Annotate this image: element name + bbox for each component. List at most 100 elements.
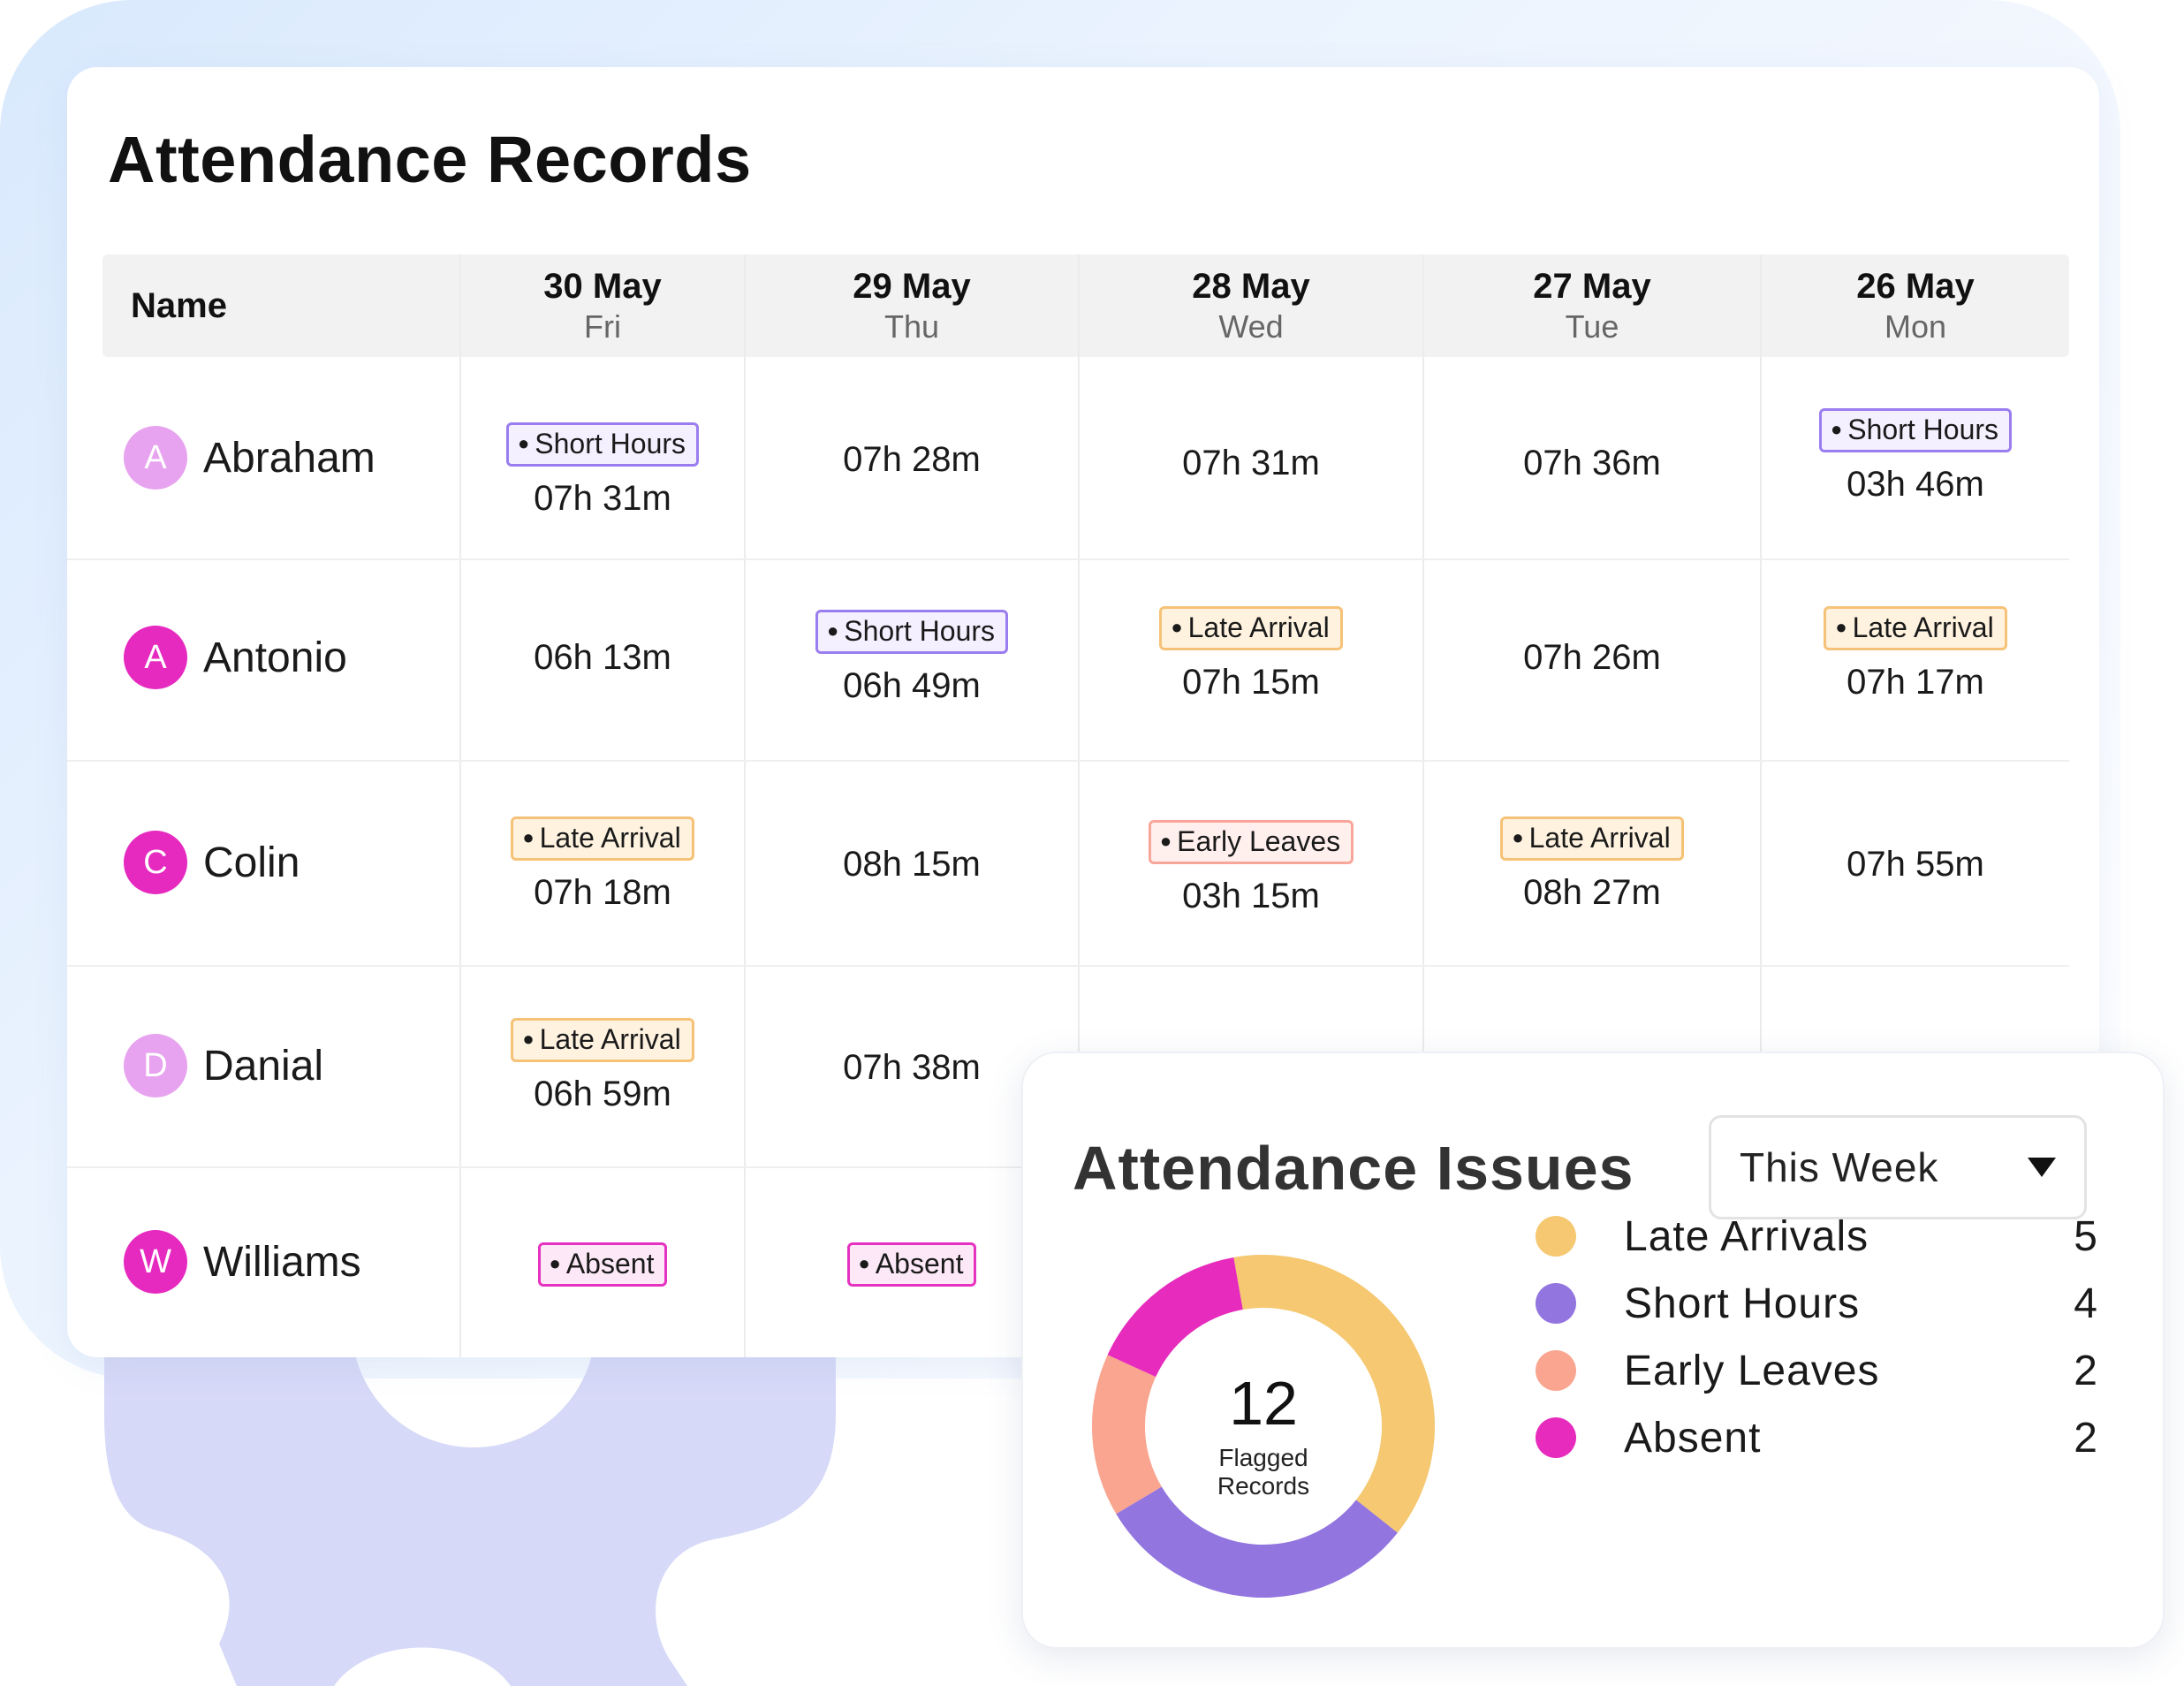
- issues-title: Attendance Issues: [1073, 1134, 1634, 1203]
- attendance-cell[interactable]: 07h 38m: [746, 1048, 1078, 1088]
- status-badge: ● Absent: [846, 1242, 977, 1287]
- employee-name: Abraham: [203, 434, 375, 482]
- legend-item-late-arrivals: Late Arrivals 5: [1536, 1205, 2097, 1267]
- attendance-cell[interactable]: 07h 36m: [1424, 444, 1760, 483]
- column-divider: [459, 254, 461, 1357]
- header-date: 30 May: [543, 267, 662, 306]
- avatar: A: [124, 426, 187, 490]
- attendance-cell[interactable]: ● Late Arrival 06h 59m: [461, 1018, 744, 1114]
- header-date: 27 May: [1533, 267, 1651, 306]
- header-weekday: Thu: [883, 308, 940, 345]
- legend-count: 2: [2074, 1347, 2097, 1394]
- attendance-cell[interactable]: 07h 55m: [1762, 845, 2069, 885]
- status-badge: ● Early Leaves: [1148, 820, 1354, 864]
- legend-label: Absent: [1624, 1414, 1762, 1462]
- status-badge: ● Late Arrival: [1824, 606, 2007, 650]
- attendance-cell[interactable]: ● Short Hours 03h 46m: [1762, 408, 2069, 505]
- hours-value: 03h 46m: [1847, 465, 1984, 504]
- table-row-name[interactable]: C Colin: [124, 827, 300, 898]
- attendance-cell[interactable]: 07h 31m: [1080, 444, 1422, 483]
- status-badge: ● Absent: [537, 1242, 668, 1287]
- date-header-30-may: 30 May Fri: [461, 254, 744, 357]
- employee-name: Danial: [203, 1042, 324, 1090]
- column-divider: [744, 254, 746, 1357]
- header-date: 28 May: [1192, 267, 1310, 306]
- attendance-cell[interactable]: ● Short Hours 06h 49m: [746, 610, 1078, 706]
- table-row-name[interactable]: W Williams: [124, 1227, 361, 1297]
- legend-label: Late Arrivals: [1624, 1212, 1869, 1260]
- hours-value: 07h 36m: [1523, 444, 1661, 482]
- attendance-cell[interactable]: 07h 28m: [746, 440, 1078, 480]
- header-date: 26 May: [1856, 267, 1975, 306]
- legend-swatch: [1536, 1283, 1576, 1324]
- hours-value: 07h 31m: [534, 479, 671, 518]
- attendance-cell[interactable]: ● Late Arrival 08h 27m: [1424, 816, 1760, 913]
- hours-value: 03h 15m: [1182, 877, 1320, 915]
- attendance-cell[interactable]: ● Short Hours 07h 31m: [461, 422, 744, 519]
- status-badge: ● Late Arrival: [1500, 816, 1684, 861]
- attendance-cell[interactable]: 06h 13m: [461, 638, 744, 678]
- flagged-total: 12: [1229, 1369, 1298, 1438]
- hours-value: 06h 13m: [534, 638, 671, 677]
- attendance-cell[interactable]: ● Early Leaves 03h 15m: [1080, 820, 1422, 916]
- employee-name: Williams: [203, 1238, 361, 1286]
- legend-count: 5: [2074, 1212, 2097, 1260]
- hours-value: 06h 59m: [534, 1075, 671, 1113]
- table-row-name[interactable]: D Danial: [124, 1030, 323, 1101]
- donut-slice-late-arrivals: [1233, 1255, 1435, 1533]
- status-badge: ● Late Arrival: [1159, 606, 1343, 650]
- gear-decoration: [104, 1325, 836, 1686]
- period-dropdown[interactable]: This Week: [1709, 1115, 2087, 1219]
- header-date: 29 May: [853, 267, 971, 306]
- column-divider: [1760, 254, 1762, 1357]
- avatar: W: [124, 1230, 187, 1294]
- hours-value: 07h 17m: [1847, 663, 1984, 702]
- hours-value: 07h 28m: [843, 440, 981, 479]
- legend-count: 2: [2074, 1414, 2097, 1462]
- hours-value: 06h 49m: [843, 666, 981, 705]
- donut-slice-absent: [1107, 1257, 1243, 1378]
- status-badge: ● Short Hours: [1818, 408, 2013, 452]
- attendance-cell[interactable]: ● Late Arrival 07h 15m: [1080, 606, 1422, 702]
- attendance-records-card: Attendance Records Name 30 May Fri 29 Ma…: [67, 67, 2099, 1357]
- hours-value: 07h 18m: [534, 873, 671, 912]
- name-column-header: Name: [131, 286, 227, 325]
- date-header-27-may: 27 May Tue: [1424, 254, 1760, 357]
- legend-item-short-hours: Short Hours 4: [1536, 1272, 2097, 1334]
- hours-value: 07h 31m: [1182, 444, 1320, 482]
- avatar: C: [124, 831, 187, 894]
- employee-name: Colin: [203, 839, 300, 886]
- attendance-cell[interactable]: 07h 26m: [1424, 638, 1760, 678]
- table-row-name[interactable]: A Antonio: [124, 622, 347, 693]
- donut-slice-early-leaves: [1092, 1355, 1162, 1515]
- row-divider: [67, 558, 2069, 560]
- date-header-29-may: 29 May Thu: [746, 254, 1078, 357]
- legend-item-absent: Absent 2: [1536, 1407, 2097, 1469]
- legend-swatch: [1536, 1417, 1576, 1458]
- hours-value: 07h 55m: [1847, 845, 1984, 884]
- legend-swatch: [1536, 1350, 1576, 1391]
- table-row-name[interactable]: A Abraham: [124, 422, 375, 493]
- legend-swatch: [1536, 1216, 1576, 1257]
- hours-value: 07h 15m: [1182, 663, 1320, 702]
- hours-value: 08h 15m: [843, 845, 981, 884]
- attendance-cell[interactable]: ● Absent: [746, 1242, 1078, 1299]
- attendance-cell[interactable]: ● Absent: [461, 1242, 744, 1299]
- status-badge: ● Late Arrival: [511, 816, 694, 861]
- period-selected-value: This Week: [1740, 1144, 1939, 1190]
- avatar: A: [124, 626, 187, 689]
- attendance-cell[interactable]: ● Late Arrival 07h 18m: [461, 816, 744, 913]
- issues-donut-chart: [1092, 1255, 1435, 1598]
- attendance-cell[interactable]: ● Late Arrival 07h 17m: [1762, 606, 2069, 702]
- avatar: D: [124, 1034, 187, 1097]
- column-divider: [1422, 254, 1424, 1357]
- hours-value: 07h 26m: [1523, 638, 1661, 677]
- row-divider: [67, 760, 2069, 762]
- donut-center: 12 Flagged Records: [1090, 1253, 1437, 1599]
- attendance-cell[interactable]: 08h 15m: [746, 845, 1078, 885]
- records-title: Attendance Records: [108, 123, 752, 196]
- legend-count: 4: [2074, 1280, 2097, 1327]
- date-header-26-may: 26 May Mon: [1762, 254, 2069, 357]
- status-badge: ● Short Hours: [815, 610, 1009, 654]
- row-divider: [67, 965, 2069, 967]
